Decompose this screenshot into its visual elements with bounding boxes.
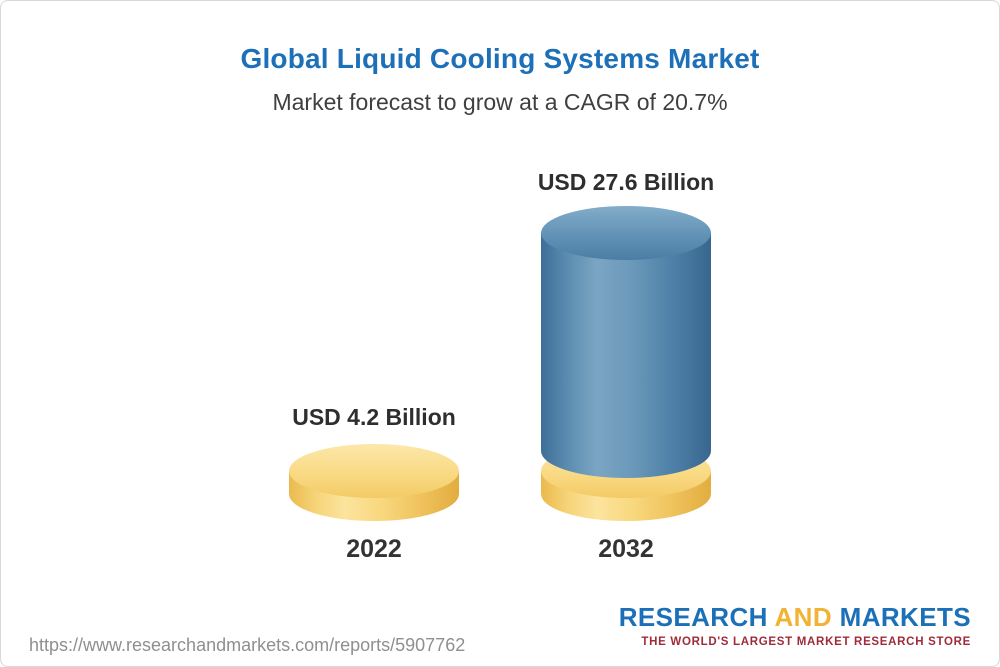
chart-subtitle: Market forecast to grow at a CAGR of 20.… xyxy=(272,89,728,115)
source-url: https://www.researchandmarkets.com/repor… xyxy=(29,635,466,655)
value-label-2022: USD 4.2 Billion xyxy=(292,404,456,430)
value-label-2032: USD 27.6 Billion xyxy=(537,169,715,195)
logo-word-research: RESEARCH xyxy=(618,602,768,632)
logo-word-and: AND xyxy=(774,602,833,632)
axis-label-2032: 2032 xyxy=(598,535,654,563)
axis-label-2022: 2022 xyxy=(346,535,402,563)
logo-wordmark: RESEARCH AND MARKETS xyxy=(619,602,971,633)
logo-word-markets: MARKETS xyxy=(839,602,971,632)
cylinder-top-face xyxy=(541,206,711,260)
cylinder-top-face xyxy=(289,444,459,498)
bar-2032-cylinder xyxy=(541,206,711,478)
research-and-markets-logo: RESEARCH AND MARKETS THE WORLD'S LARGEST… xyxy=(619,602,971,648)
cylinder-body xyxy=(541,233,711,478)
bar-2022-cylinder xyxy=(289,444,459,521)
chart-title: Global Liquid Cooling Systems Market xyxy=(240,43,760,74)
logo-tagline: THE WORLD'S LARGEST MARKET RESEARCH STOR… xyxy=(641,636,971,648)
